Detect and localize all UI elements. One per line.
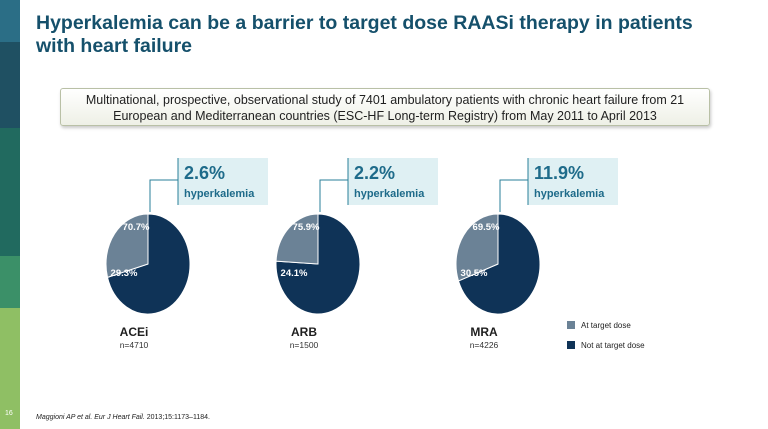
pie-arb bbox=[275, 213, 361, 315]
hyperkalemia-label: hyperkalemia bbox=[534, 188, 605, 200]
pie-slice-at-target bbox=[105, 213, 149, 278]
slice-label-not-at-target: 70.7% bbox=[123, 222, 150, 233]
hyperkalemia-callout-box bbox=[178, 158, 268, 205]
hyperkalemia-callout-box bbox=[528, 158, 618, 205]
footnote-citation: Maggioni AP et al. Eur J Heart Fail. bbox=[36, 414, 145, 421]
pie-slice-at-target bbox=[275, 213, 319, 265]
hyperkalemia-callout-connector bbox=[149, 179, 178, 212]
sample-size-label: n=4710 bbox=[120, 340, 149, 350]
sample-size-label: n=1500 bbox=[290, 340, 319, 350]
legend-label: Not at target dose bbox=[581, 341, 645, 350]
slide-title: Hyperkalemia can be a barrier to target … bbox=[36, 12, 693, 57]
legend-swatch bbox=[567, 321, 575, 329]
category-label: MRA bbox=[470, 325, 498, 339]
slice-label-not-at-target: 69.5% bbox=[473, 222, 500, 233]
legend-swatch bbox=[567, 341, 575, 349]
slice-label-at-target: 29.3% bbox=[111, 268, 138, 279]
sample-size-label: n=4226 bbox=[470, 340, 499, 350]
slide-number: 16 bbox=[5, 410, 13, 417]
footnote-detail: 2013;15:1173–1184. bbox=[144, 414, 210, 421]
footnote: Maggioni AP et al. Eur J Heart Fail. 201… bbox=[36, 414, 210, 421]
hyperkalemia-callout-connector bbox=[319, 179, 348, 212]
pie-mra bbox=[455, 213, 541, 315]
category-label: ARB bbox=[291, 325, 317, 339]
sidebar-decoration: 16 bbox=[0, 0, 20, 429]
pie-acei bbox=[105, 213, 191, 315]
hyperkalemia-percent: 2.2% bbox=[354, 163, 395, 183]
slice-label-at-target: 24.1% bbox=[281, 268, 308, 279]
hyperkalemia-percent: 11.9% bbox=[534, 163, 584, 183]
hyperkalemia-label: hyperkalemia bbox=[184, 188, 255, 200]
pie-slice-not-at-target bbox=[457, 213, 541, 315]
legend-label: At target dose bbox=[581, 321, 631, 330]
slice-label-not-at-target: 75.9% bbox=[293, 222, 320, 233]
study-description-box: Multinational, prospective, observationa… bbox=[60, 88, 710, 126]
pie-slice-at-target bbox=[455, 213, 499, 282]
hyperkalemia-callout-box bbox=[348, 158, 438, 205]
category-label: ACEi bbox=[120, 325, 149, 339]
hyperkalemia-label: hyperkalemia bbox=[354, 188, 425, 200]
pie-slice-not-at-target bbox=[106, 213, 191, 315]
study-description-line-1: Multinational, prospective, observationa… bbox=[85, 93, 685, 107]
hyperkalemia-callout-connector bbox=[499, 179, 528, 212]
study-description-line-2: European and Mediterranean countries (ES… bbox=[113, 109, 657, 123]
slice-label-at-target: 30.5% bbox=[461, 268, 488, 279]
hyperkalemia-percent: 2.6% bbox=[184, 163, 225, 183]
